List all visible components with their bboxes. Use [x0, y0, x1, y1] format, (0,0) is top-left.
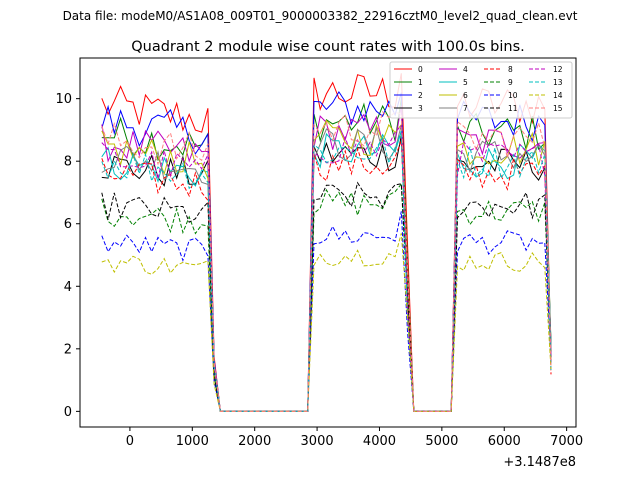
legend-label: 6 [463, 91, 468, 100]
legend-label: 10 [508, 91, 518, 100]
y-tick-label: 4 [64, 280, 72, 295]
legend-label: 14 [553, 91, 563, 100]
x-tick-label: 1000 [176, 434, 209, 449]
legend-label: 3 [418, 104, 423, 113]
series-line-5 [101, 131, 552, 412]
series-line-11 [101, 181, 552, 412]
chart-title: Quadrant 2 module wise count rates with … [131, 39, 525, 55]
legend-label: 7 [463, 104, 468, 113]
legend-label: 5 [463, 78, 468, 87]
legend-label: 8 [508, 65, 513, 74]
y-tick-label: 10 [55, 92, 72, 107]
legend-label: 11 [508, 104, 518, 113]
x-tick-label: 3000 [301, 434, 334, 449]
y-tick-label: 8 [64, 155, 72, 170]
legend-box [389, 61, 573, 119]
series-line-8 [101, 140, 552, 412]
series-line-9 [101, 182, 552, 412]
y-tick-label: 6 [64, 217, 72, 232]
y-axis: 0 2 4 6 8 10 [55, 92, 80, 420]
x-axis: 0 1000 2000 3000 4000 5000 6000 7000 [126, 427, 583, 449]
series-line-15 [101, 110, 552, 412]
figure-suptitle: Data file: modeM0/AS1A08_009T01_90000033… [63, 9, 578, 23]
series-line-10 [101, 211, 552, 412]
series-line-6 [101, 119, 552, 412]
y-tick-label: 0 [64, 405, 72, 420]
x-tick-label: 7000 [550, 434, 583, 449]
x-tick-label: 6000 [488, 434, 521, 449]
legend-label: 2 [418, 91, 423, 100]
legend-label: 4 [463, 65, 468, 74]
plot-frame [79, 57, 577, 428]
legend-label: 12 [553, 65, 563, 74]
series-lines [101, 73, 552, 412]
legend-label: 9 [508, 78, 513, 87]
series-line-13 [101, 130, 552, 412]
x-axis-offset-label: +3.1487e8 [503, 455, 576, 470]
x-tick-label: 4000 [363, 434, 396, 449]
legend-label: 13 [553, 78, 563, 87]
legend-label: 0 [418, 65, 423, 74]
series-line-7 [101, 125, 552, 412]
x-tick-label: 5000 [425, 434, 458, 449]
legend-label: 1 [418, 78, 423, 87]
x-tick-label: 0 [126, 434, 134, 449]
series-line-2 [101, 90, 552, 412]
x-tick-label: 2000 [238, 434, 271, 449]
legend-label: 15 [553, 104, 563, 113]
y-tick-label: 2 [64, 342, 72, 357]
series-line-14 [101, 233, 552, 412]
